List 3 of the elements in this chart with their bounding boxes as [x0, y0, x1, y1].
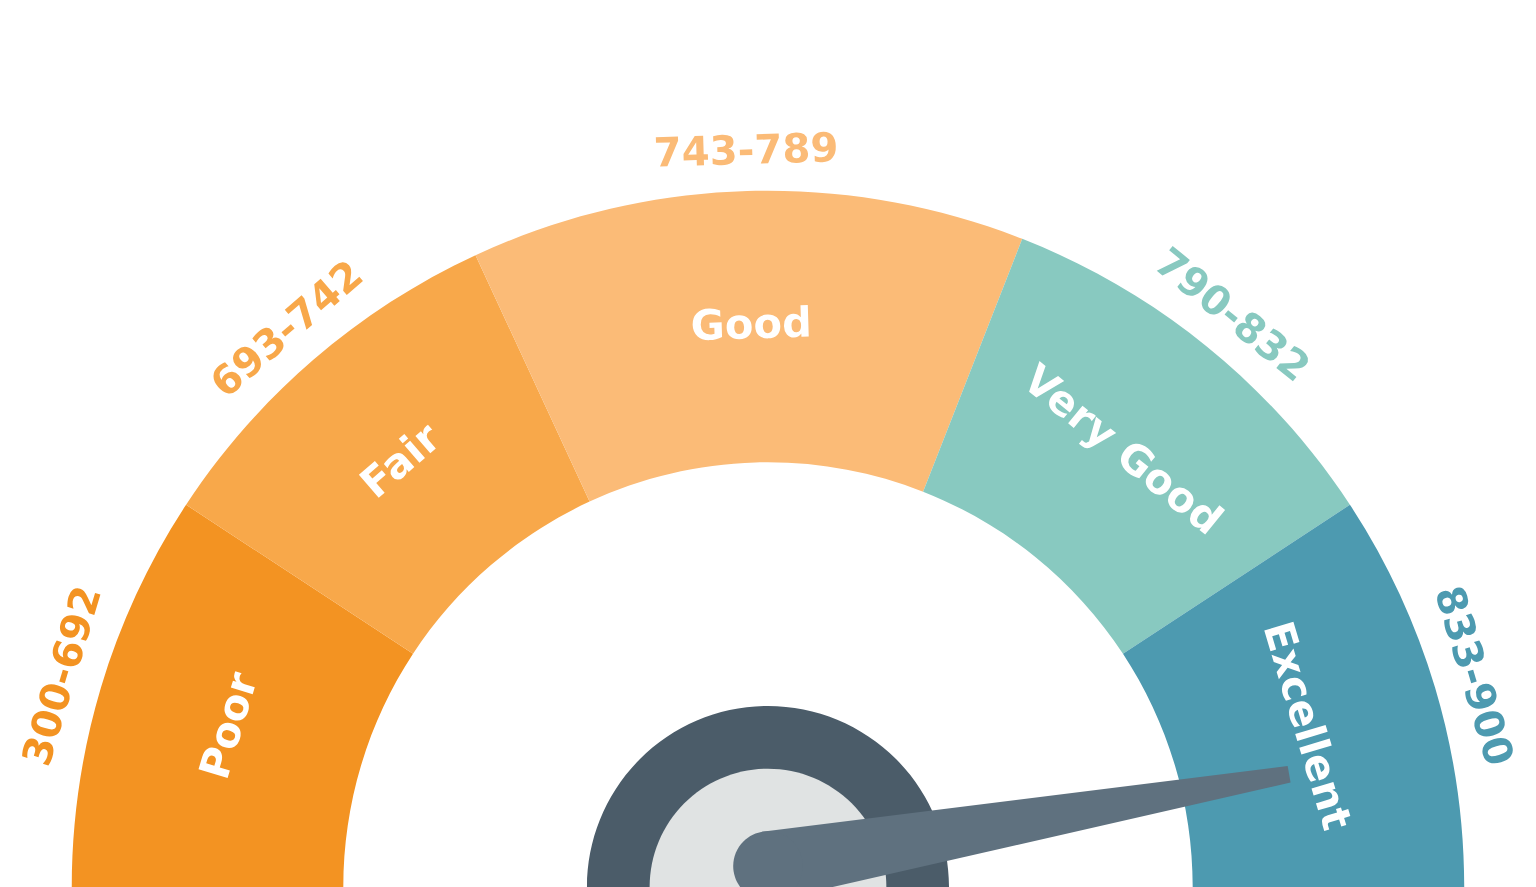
slice-label: Good: [692, 304, 809, 341]
text: 743-789: [655, 131, 837, 168]
slice-label: Poor: [198, 669, 259, 779]
